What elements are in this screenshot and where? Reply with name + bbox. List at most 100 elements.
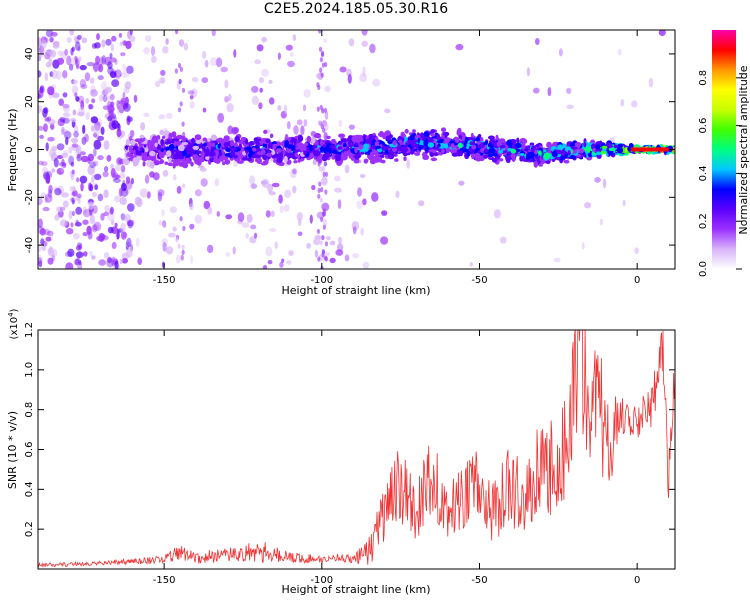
heatmap-cell xyxy=(617,143,624,148)
heatmap-cell xyxy=(110,101,115,108)
heatmap-cell xyxy=(57,118,65,127)
heatmap-cell xyxy=(227,125,234,135)
heatmap-cell xyxy=(424,138,429,145)
heatmap-cell xyxy=(65,262,74,269)
heatmap-cell xyxy=(584,202,592,209)
heatmap-cell xyxy=(73,35,77,42)
heatmap-cell xyxy=(75,59,79,65)
heatmap-cell xyxy=(159,77,166,84)
heatmap-cell xyxy=(260,162,268,166)
heatmap-cell xyxy=(242,157,247,161)
heatmap-cell xyxy=(119,41,124,46)
heatmap-cell xyxy=(46,116,52,122)
heatmap-cell xyxy=(93,139,102,150)
heatmap-cell xyxy=(534,149,538,155)
heatmap-cell xyxy=(82,206,87,215)
heatmap-cell xyxy=(491,152,498,157)
heatmap-cell xyxy=(74,92,78,98)
heatmap-cell xyxy=(455,43,464,51)
heatmap-cell xyxy=(283,155,288,163)
heatmap-cell xyxy=(80,100,85,110)
heatmap-cell xyxy=(175,151,181,156)
heatmap-cell xyxy=(545,160,551,164)
heatmap-cell xyxy=(348,140,352,147)
heatmap-cell xyxy=(317,120,321,126)
heatmap-cell xyxy=(127,220,134,229)
heatmap-cell xyxy=(92,64,98,71)
heatmap-cell xyxy=(114,222,118,228)
heatmap-cell xyxy=(547,87,552,97)
heatmap-cell xyxy=(251,95,260,106)
heatmap-cell xyxy=(90,116,99,124)
heatmap-cell xyxy=(316,228,320,234)
heatmap-cell xyxy=(274,241,278,249)
heatmap-cell xyxy=(103,252,110,259)
heatmap-cell xyxy=(340,138,347,142)
heatmap-cell xyxy=(47,247,55,257)
heatmap-cell xyxy=(246,157,252,162)
heatmap-cell xyxy=(251,85,259,93)
heatmap-cell xyxy=(183,43,189,51)
colorbar-label: Normalized spectral amplitude xyxy=(737,65,750,234)
heatmap-cell xyxy=(178,144,185,152)
heatmap-cell xyxy=(316,106,320,112)
heatmap-cell xyxy=(326,135,331,139)
heatmap-cell xyxy=(543,152,551,160)
heatmap-cell xyxy=(362,66,366,77)
heatmap-cell xyxy=(232,246,236,255)
heatmap-cell xyxy=(352,226,357,235)
heatmap-cell xyxy=(189,148,195,156)
heatmap-cell xyxy=(143,47,151,55)
heatmap-cell xyxy=(93,221,102,232)
heatmap-cell xyxy=(151,55,157,64)
heatmap-cell xyxy=(271,182,280,188)
heatmap-cell xyxy=(56,206,63,213)
heatmap-y-ticks: -40 -20 0 20 40 xyxy=(24,48,675,253)
heatmap-cell xyxy=(292,34,297,42)
heatmap-cell xyxy=(162,135,166,140)
heatmap-cell xyxy=(214,178,220,187)
colorbar-tick-label: 0.8 xyxy=(698,70,709,86)
heatmap-cell xyxy=(296,212,303,221)
heatmap-cell xyxy=(97,135,104,141)
heatmap-cell xyxy=(89,210,94,217)
heatmap-cell xyxy=(97,193,104,202)
heatmap-cell xyxy=(121,182,127,192)
heatmap-cell xyxy=(248,152,253,158)
heatmap-cell xyxy=(287,60,295,68)
heatmap-cell xyxy=(535,38,540,45)
heatmap-cell xyxy=(216,211,220,217)
heatmap-cell xyxy=(323,107,328,113)
heatmap-cell xyxy=(608,143,613,148)
heatmap-cell xyxy=(323,161,328,167)
heatmap-cell xyxy=(207,137,211,142)
heatmap-cell xyxy=(46,61,51,68)
heatmap-cell xyxy=(401,146,408,153)
heatmap-cell xyxy=(214,150,219,158)
heatmap-cell xyxy=(583,141,587,148)
heatmap-cell xyxy=(320,139,324,147)
heatmap-cell xyxy=(43,123,48,132)
heatmap-cell xyxy=(106,154,112,162)
heatmap-cell xyxy=(215,57,223,68)
heatmap-cell xyxy=(38,70,42,78)
heatmap-cell xyxy=(267,142,273,149)
heatmap-cell xyxy=(318,30,322,34)
heatmap-cell xyxy=(474,137,481,142)
heatmap-cell xyxy=(85,112,90,120)
heatmap-cell xyxy=(279,261,284,268)
heatmap-cell xyxy=(115,163,123,172)
heatmap-cell xyxy=(172,159,180,165)
heatmap-cell xyxy=(141,155,148,162)
heatmap-cell xyxy=(430,133,436,137)
heatmap-cell xyxy=(88,201,94,211)
heatmap-cell xyxy=(144,174,150,184)
heatmap-cell xyxy=(337,199,342,210)
heatmap-cell xyxy=(319,240,323,246)
heatmap-cell xyxy=(406,159,411,169)
heatmap-cell xyxy=(49,36,54,43)
heatmap-cell xyxy=(483,154,488,159)
heatmap-cell xyxy=(336,161,342,167)
heatmap-cell xyxy=(107,61,113,70)
heatmap-cell xyxy=(309,214,313,224)
